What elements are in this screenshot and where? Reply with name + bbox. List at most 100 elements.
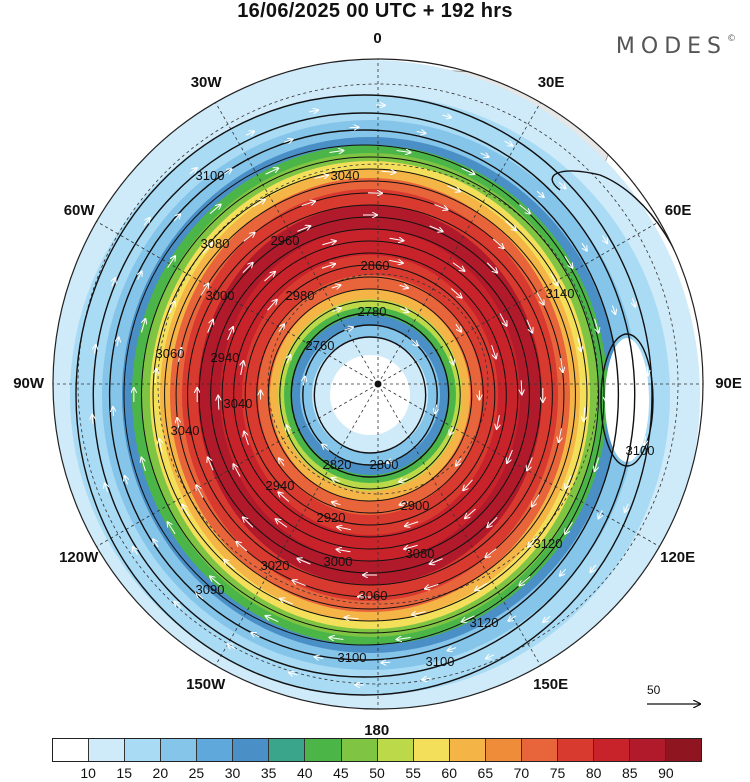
contour-label: 2860	[361, 258, 390, 273]
wind-vector	[519, 204, 530, 214]
colorbar-swatch	[521, 739, 558, 761]
wind-vector	[578, 337, 581, 351]
wind-vector	[331, 478, 340, 482]
wind-vector	[303, 377, 305, 386]
wind-vector	[264, 272, 276, 282]
longitude-label: 90E	[715, 375, 742, 392]
colorbar-swatch	[593, 739, 630, 761]
contour-label: 3140	[546, 286, 575, 301]
wind-vector	[463, 479, 473, 490]
contour-label: 3060	[359, 588, 388, 603]
contour-label: 2940	[266, 478, 295, 493]
wind-vector	[283, 139, 293, 142]
colorbar-tick-label: 55	[405, 765, 421, 781]
wind-vector	[455, 324, 461, 331]
height-contour	[152, 168, 588, 622]
wind-vector	[155, 369, 156, 383]
height-contour	[75, 94, 653, 696]
wind-vector	[456, 458, 462, 465]
height-contour	[92, 112, 636, 678]
height-contour	[123, 144, 605, 646]
colorbar-swatch	[125, 739, 162, 761]
height-contour	[600, 333, 654, 467]
contour-label: 2980	[286, 288, 315, 303]
longitude-label: 0	[373, 30, 382, 47]
contour-label: 3020	[261, 558, 290, 573]
height-contour	[108, 129, 620, 661]
height-contour	[141, 156, 599, 634]
vector-reference-label: 50	[647, 683, 661, 697]
wind-vector	[507, 449, 513, 463]
contour-label: 3000	[324, 554, 353, 569]
wind-vector	[174, 602, 182, 609]
wind-vector	[559, 428, 562, 442]
wind-vector	[627, 373, 628, 383]
contour-label: 3100	[626, 443, 655, 458]
wind-vector	[399, 479, 408, 482]
wind-speed-band	[330, 355, 410, 435]
wind-vector	[644, 436, 645, 445]
height-contour	[302, 324, 438, 466]
longitude-label: 180	[364, 722, 390, 739]
wind-vector	[447, 185, 460, 191]
wind-vector	[480, 153, 489, 157]
wind-vector	[143, 218, 149, 226]
colorbar-tick-label: 80	[585, 765, 602, 781]
longitude-label: 30W	[190, 74, 222, 92]
wind-vector	[465, 508, 476, 518]
wind-vector	[404, 544, 418, 549]
colorbar-tick-label: 90	[658, 765, 674, 781]
wind-vector	[344, 327, 353, 330]
wind-vector	[536, 292, 544, 304]
wind-vector	[505, 220, 517, 230]
height-contour	[210, 228, 530, 562]
wind-vector	[236, 542, 248, 552]
wind-vector	[287, 355, 291, 364]
wind-vector	[251, 633, 260, 637]
contour-label: 3120	[470, 615, 499, 630]
wind-speed-field	[53, 60, 700, 709]
wind-vector	[242, 263, 253, 274]
longitude-label: 60W	[63, 201, 95, 219]
wind-vector	[309, 110, 318, 112]
wind-vector	[233, 464, 241, 477]
wind-vector	[279, 458, 285, 466]
wind-vector	[448, 648, 457, 651]
wind-vector	[499, 313, 507, 325]
wind-vector	[412, 612, 426, 615]
wind-vector	[595, 457, 600, 471]
height-contour	[279, 300, 461, 490]
contour-label: 3040	[224, 396, 253, 411]
wind-vector	[293, 580, 306, 587]
wind-vector	[167, 256, 176, 269]
contour-label: 2780	[358, 304, 387, 319]
wind-vector	[92, 415, 93, 424]
wind-vector	[266, 616, 279, 623]
wind-vector	[113, 407, 114, 417]
wind-vector	[462, 615, 475, 622]
colorbar-swatch	[557, 739, 594, 761]
wind-vector	[322, 241, 335, 246]
wind-vector	[387, 460, 396, 463]
height-contour	[256, 276, 484, 514]
wind-vector	[450, 356, 453, 364]
wind-vector	[389, 238, 404, 240]
wind-vector	[337, 527, 352, 530]
wind-vector	[329, 151, 343, 153]
wind-vector	[486, 262, 497, 273]
colorbar-tick-label: 40	[296, 765, 313, 781]
wind-vector	[461, 167, 475, 174]
wind-vector	[558, 181, 566, 188]
colorbar-tick-label: 85	[621, 765, 638, 781]
height-contours	[75, 94, 701, 696]
height-contour	[244, 264, 496, 526]
meridian-line	[377, 383, 660, 547]
contour-label: 3090	[196, 582, 225, 597]
wind-vector	[625, 503, 629, 512]
wind-vector	[177, 418, 179, 432]
wind-vector	[329, 637, 344, 639]
contour-label: 3100	[426, 654, 455, 669]
wind-vector	[140, 319, 145, 333]
wind-vector	[475, 582, 488, 590]
